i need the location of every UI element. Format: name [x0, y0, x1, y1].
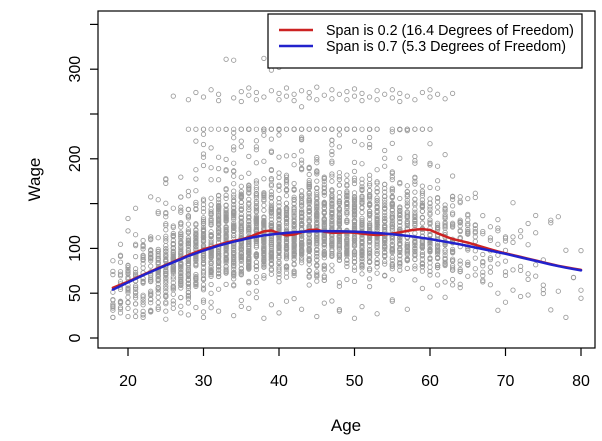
- x-tick-label-20: 20: [119, 373, 137, 390]
- x-tick-label-40: 40: [270, 373, 288, 390]
- legend-label-span-0.2: Span is 0.2 (16.4 Degrees of Freedom): [326, 23, 574, 39]
- x-tick-label-50: 50: [346, 373, 364, 390]
- x-axis-title: Age: [331, 416, 361, 435]
- x-tick-label-80: 80: [572, 373, 590, 390]
- smoothing-curves: [111, 227, 583, 291]
- axis-ticks: [90, 23, 582, 356]
- x-axis-tick-labels: 20 30 40 50 60 70 80: [119, 373, 590, 390]
- y-tick-label-0: 0: [67, 333, 84, 342]
- legend-box: [267, 13, 583, 69]
- scatter-points: [110, 55, 584, 322]
- y-tick-label-100: 100: [67, 235, 84, 262]
- y-tick-label-50: 50: [67, 284, 84, 302]
- y-axis-title: Wage: [25, 158, 44, 202]
- legend-label-span-0.7: Span is 0.7 (5.3 Degrees of Freedom): [326, 39, 566, 55]
- x-tick-label-60: 60: [421, 373, 439, 390]
- plot-border: [97, 10, 596, 349]
- legend: Span is 0.2 (16.4 Degrees of Freedom) Sp…: [267, 13, 583, 69]
- x-tick-label-70: 70: [497, 373, 515, 390]
- y-tick-label-300: 300: [67, 56, 84, 83]
- x-tick-label-30: 30: [195, 373, 213, 390]
- y-axis-tick-labels: 0 50 100 200 300: [67, 56, 84, 343]
- y-tick-label-200: 200: [67, 145, 84, 172]
